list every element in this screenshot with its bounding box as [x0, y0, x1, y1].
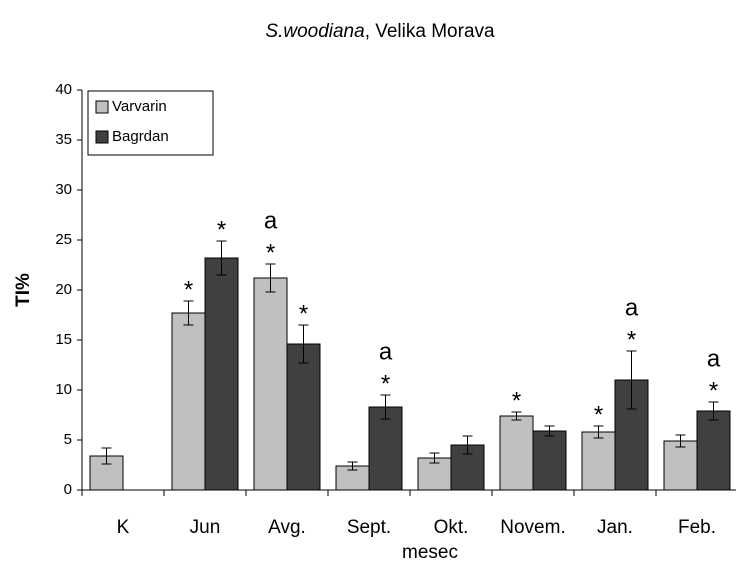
- annotation: a: [264, 207, 278, 234]
- x-axis-label: mesec: [402, 542, 458, 563]
- annotation: a: [379, 338, 393, 365]
- y-tick-label: 25: [55, 231, 72, 248]
- y-tick-label: 40: [55, 81, 72, 98]
- bar: [581, 431, 616, 491]
- x-tick-label: Feb.: [678, 517, 716, 538]
- x-tick-label: Novem.: [500, 517, 565, 538]
- x-tick-label: Jun: [190, 517, 221, 538]
- annotation: *: [627, 326, 636, 353]
- bar: [171, 312, 206, 491]
- y-tick-label: 10: [55, 381, 72, 398]
- error-bar: [511, 411, 522, 421]
- error-bar: [544, 425, 555, 437]
- error-bar: [265, 263, 276, 293]
- y-tick-label: 0: [64, 481, 72, 498]
- annotation: a: [625, 294, 639, 321]
- legend-swatch: [95, 130, 109, 144]
- x-tick-label: Okt.: [434, 517, 469, 538]
- chart-title: S.woodiana, Velika Morava: [265, 21, 495, 42]
- error-bar: [380, 394, 391, 420]
- y-axis-label: TI%: [13, 273, 34, 307]
- error-bar: [462, 435, 473, 455]
- error-bar: [101, 447, 112, 465]
- annotation: *: [512, 387, 521, 414]
- y-tick-label: 35: [55, 131, 72, 148]
- error-bar: [216, 240, 227, 276]
- bar: [663, 440, 698, 491]
- error-bar: [593, 425, 604, 439]
- bar: [204, 257, 239, 491]
- error-bar: [298, 324, 309, 364]
- annotation: *: [184, 276, 193, 303]
- title-species: S.woodiana: [265, 21, 364, 42]
- annotation: *: [709, 377, 718, 404]
- legend-box: [87, 90, 214, 156]
- x-tick-label: Jan.: [597, 517, 633, 538]
- bar: [696, 410, 731, 491]
- y-tick-label: 30: [55, 181, 72, 198]
- y-tick-label: 15: [55, 331, 72, 348]
- annotation: *: [217, 216, 226, 243]
- annotation: *: [381, 370, 390, 397]
- error-bar: [708, 401, 719, 421]
- error-bar: [429, 452, 440, 464]
- error-bar: [183, 300, 194, 326]
- legend-label: Varvarin: [112, 98, 167, 115]
- legend-label: Bagrdan: [112, 128, 169, 145]
- x-tick-label: Sept.: [347, 517, 391, 538]
- error-bar: [675, 434, 686, 448]
- annotation: *: [594, 401, 603, 428]
- bar: [532, 430, 567, 491]
- annotation: *: [299, 300, 308, 327]
- annotation: *: [266, 239, 275, 266]
- legend-swatch: [95, 100, 109, 114]
- error-bar: [626, 350, 637, 410]
- y-tick-label: 20: [55, 281, 72, 298]
- error-bar: [347, 461, 358, 471]
- x-tick-label: Avg.: [268, 517, 306, 538]
- annotation: a: [707, 345, 721, 372]
- bar: [499, 415, 534, 491]
- bar: [253, 277, 288, 491]
- x-tick-label: K: [117, 517, 130, 538]
- title-site: , Velika Morava: [365, 21, 495, 42]
- y-tick-label: 5: [64, 431, 72, 448]
- bar: [286, 343, 321, 491]
